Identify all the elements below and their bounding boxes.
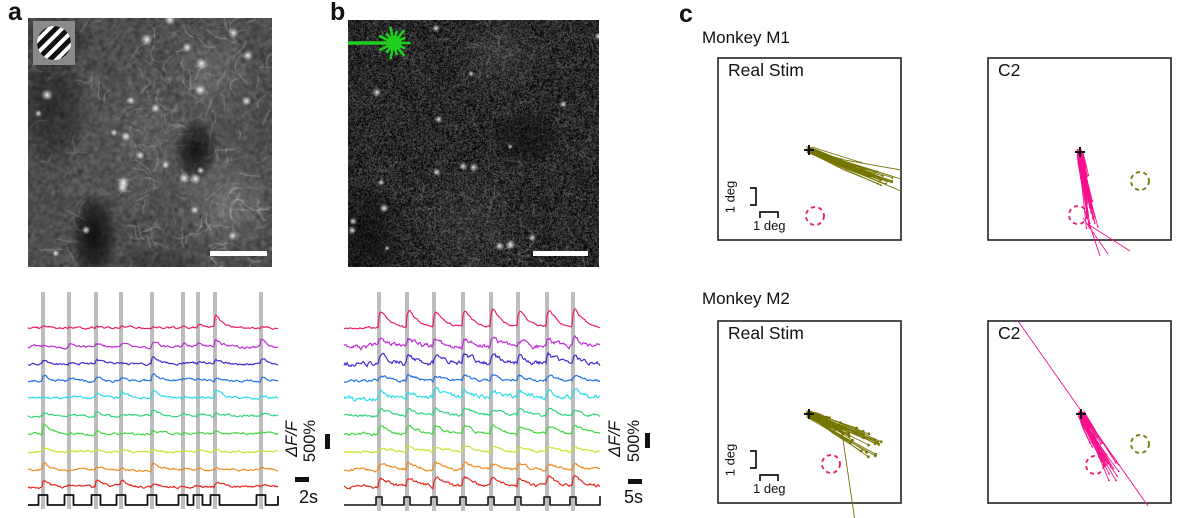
stimulus-trace: [28, 494, 279, 506]
m2-real-stim-plot: [717, 320, 902, 518]
vertical-deg-bracket: [750, 187, 757, 206]
fixation-cross: [804, 409, 814, 419]
two-photon-image-b: [348, 20, 599, 267]
m1-real-stim-plot: [717, 57, 902, 241]
target-circle: [805, 206, 825, 226]
panel-c-letter: c: [679, 0, 693, 28]
m1-c2-label: C2: [998, 60, 1021, 80]
scale-tick: [325, 434, 330, 449]
plot-frame: [717, 57, 902, 241]
plot-frame: [717, 320, 902, 504]
panel-a-traces: [27, 292, 279, 509]
plot-frame: [987, 57, 1172, 241]
target-circle: [1068, 205, 1088, 225]
fixation-cross: [1075, 147, 1085, 157]
target-circle: [1085, 455, 1105, 475]
vertical-deg-bracket: [750, 450, 757, 469]
target-circle: [821, 454, 841, 474]
fixation-cross: [1076, 409, 1086, 419]
monkey-m1-title: Monkey M1: [702, 28, 790, 47]
target-circle: [1130, 434, 1150, 454]
fixation-cross: [804, 145, 814, 155]
plot-frame: [987, 320, 1172, 504]
panel-a-time-scale: 2s: [299, 487, 319, 507]
panel-a-dff-label: ΔF/F: [282, 421, 301, 457]
m2-horizontal-deg-label: 1 deg: [753, 481, 786, 496]
two-photon-image-a: [28, 18, 272, 267]
scale-tick: [628, 479, 642, 484]
stimulus-trace: [344, 496, 601, 506]
m2-vertical-deg-label: 1 deg: [722, 443, 738, 477]
m1-real-stim-label: Real Stim: [728, 60, 804, 80]
panel-a-letter: a: [8, 0, 22, 26]
monkey-m2-title: Monkey M2: [702, 289, 790, 308]
target-circle: [1130, 171, 1150, 191]
m1-c2-plot: [987, 57, 1172, 257]
m2-c2-plot: [987, 320, 1172, 507]
m1-vertical-deg-label: 1 deg: [722, 180, 738, 214]
panel-b-time-scale: 5s: [624, 487, 644, 507]
m2-c2-label: C2: [998, 323, 1021, 343]
panel-b-dff-label: ΔF/F: [605, 421, 624, 457]
m2-real-stim-label: Real Stim: [728, 323, 804, 343]
panel-b-letter: b: [330, 0, 346, 26]
panel-a-dff-scale: 500%: [300, 419, 319, 463]
panel-b-dff-scale: 500%: [624, 419, 643, 463]
scale-tick: [645, 433, 650, 448]
m1-horizontal-deg-label: 1 deg: [753, 218, 786, 233]
scale-tick: [295, 477, 309, 482]
panel-b-traces: [343, 292, 601, 511]
